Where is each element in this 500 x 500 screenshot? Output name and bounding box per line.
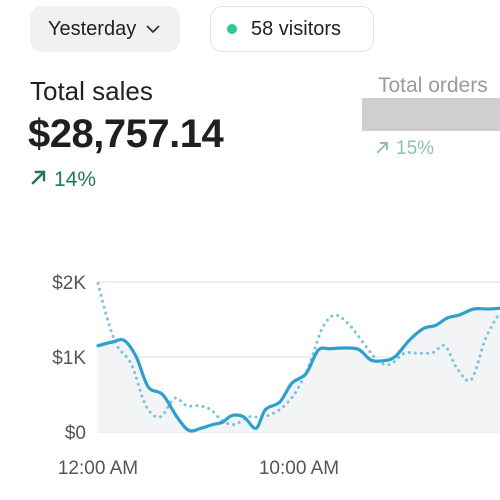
chevron-down-icon [146, 25, 160, 34]
current-series-line [96, 306, 500, 433]
total-sales-change: 14% [30, 168, 96, 192]
total-orders-label[interactable]: Total orders [378, 74, 488, 97]
total-orders-change: 15% [376, 138, 434, 160]
series-area-fill [98, 308, 500, 432]
total-orders-change-value: 15% [396, 138, 435, 159]
arrow-up-right-icon [30, 168, 54, 192]
date-filter-button[interactable]: Yesterday [30, 6, 180, 52]
y-tick-label: $2K [52, 273, 86, 294]
visitors-badge[interactable]: 58 visitors [210, 6, 374, 52]
total-orders-value-placeholder [362, 98, 500, 131]
arrow-up-right-icon [376, 138, 396, 160]
comparison-series-line [96, 282, 500, 427]
x-tick-label: 10:00 AM [259, 458, 339, 479]
visitors-count: 58 visitors [251, 17, 342, 40]
y-tick-label: $1K [52, 348, 86, 369]
total-sales-change-value: 14% [54, 168, 97, 191]
total-sales-label: Total sales [30, 76, 153, 106]
total-sales-value: $28,757.14 [28, 112, 224, 156]
live-status-dot-icon [227, 24, 237, 34]
date-filter-label: Yesterday [48, 17, 137, 40]
x-tick-label: 12:00 AM [58, 458, 138, 479]
y-tick-label: $0 [65, 423, 86, 444]
